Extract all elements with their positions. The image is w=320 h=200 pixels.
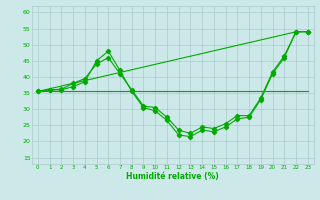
X-axis label: Humidité relative (%): Humidité relative (%) — [126, 172, 219, 181]
